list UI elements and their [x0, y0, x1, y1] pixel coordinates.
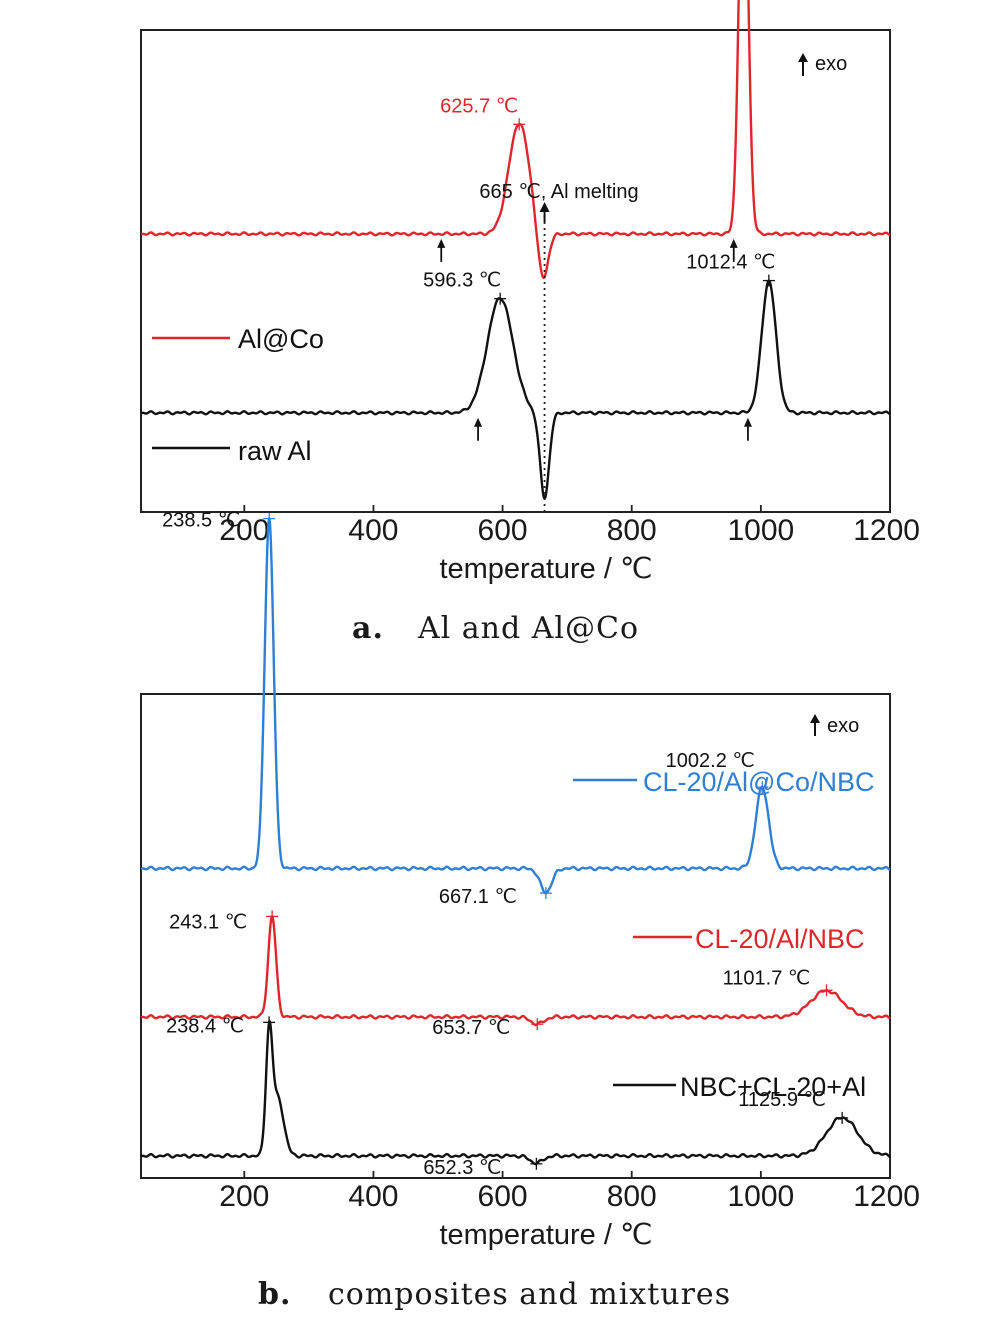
peak-label: 625.7 ℃ — [440, 95, 518, 117]
peak-marker — [820, 984, 833, 997]
panel-a-caption-letter: a. — [352, 611, 384, 646]
peak-label: 667.1 ℃ — [439, 886, 517, 908]
panel-b-x-ticks: 200 400 600 800 1000 1200 — [219, 1171, 920, 1213]
x-tick-label: 800 — [607, 514, 657, 547]
peak-marker — [494, 292, 507, 305]
peak-marker — [263, 512, 276, 525]
legend-label-raw-al: raw Al — [238, 436, 312, 466]
panel-b-caption: b. composites and mixtures — [258, 1277, 731, 1312]
peak-marker — [836, 1111, 849, 1124]
peak-marker — [756, 781, 769, 794]
onset-arrow-icon — [437, 238, 446, 262]
series-line-cl-20-al-co-nbc — [140, 517, 891, 895]
exo-arrowhead-icon — [810, 714, 820, 723]
x-tick-label: 600 — [478, 1180, 528, 1213]
peak-marker — [539, 887, 552, 900]
peak-label: 1002.2 ℃ — [666, 750, 755, 772]
peak-label: 653.7 ℃ — [432, 1017, 510, 1039]
peak-marker — [513, 118, 526, 131]
onset-arrow-icon — [474, 417, 483, 441]
x-tick-label: 1000 — [727, 514, 794, 547]
legend-label-al-co: Al@Co — [238, 324, 324, 354]
exo-label: exo — [827, 715, 859, 737]
series-line-al-co — [140, 0, 891, 279]
peak-marker — [762, 274, 775, 287]
peak-label: 238.4 ℃ — [166, 1015, 244, 1037]
panel-b-x-axis-label: temperature / ℃ — [439, 1219, 652, 1251]
series-line-raw-al — [140, 279, 891, 500]
panel-b-series — [140, 517, 891, 1166]
panel-b-plot-frame — [140, 693, 891, 1179]
x-tick-label: 1000 — [727, 1180, 794, 1213]
x-tick-label: 800 — [607, 1180, 657, 1213]
peak-label: 596.3 ℃ — [423, 270, 501, 292]
exo-arrowhead-icon — [798, 53, 808, 62]
x-tick-label: 600 — [478, 514, 528, 547]
al-melting-arrow-icon — [539, 202, 550, 222]
al-melting-annotation: 665 ℃, Al melting — [479, 181, 638, 203]
panel-b-caption-text: composites and mixtures — [328, 1277, 731, 1312]
panel-b-legend: CL-20/Al@Co/NBC CL-20/Al/NBC NBC+CL-20+A… — [573, 767, 874, 1102]
legend-label-cl20-al-nbc: CL-20/Al/NBC — [695, 924, 865, 954]
peak-marker — [263, 1016, 276, 1029]
legend-label-nbc-cl20-al: NBC+CL-20+Al — [680, 1072, 866, 1102]
panel-a-series — [140, 0, 891, 500]
panel-a-x-ticks: 200 400 600 800 1000 1200 — [219, 505, 920, 547]
panel-a-legend: Al@Co raw Al — [152, 324, 324, 466]
legend-label-cl20-al-co-nbc: CL-20/Al@Co/NBC — [643, 767, 874, 797]
series-line-cl-20-al-nbc — [140, 915, 891, 1027]
onset-arrow-icon — [729, 238, 738, 262]
panel-a-exo-indicator: exo — [798, 53, 847, 76]
panel-b-exo-indicator: exo — [810, 714, 859, 737]
panel-b-caption-letter: b. — [258, 1277, 291, 1312]
x-tick-label: 1200 — [853, 514, 920, 547]
panel-a-caption-text: Al and Al@Co — [417, 611, 639, 646]
peak-marker — [266, 910, 279, 923]
peak-label: 1012.4 ℃ — [686, 252, 775, 274]
peak-marker — [531, 1018, 544, 1031]
panel-b-peak-labels: 238.5 ℃ 667.1 ℃ 1002.2 ℃ 243.1 ℃ 653.7 ℃ 1101… — [162, 510, 849, 1179]
x-tick-label: 1200 — [853, 1180, 920, 1213]
x-tick-label: 400 — [348, 1180, 398, 1213]
exo-label: exo — [815, 53, 847, 75]
peak-label: 1125.9 ℃ — [738, 1089, 826, 1111]
panel-a-x-axis-label: temperature / ℃ — [439, 553, 652, 585]
onset-arrow-icon — [743, 417, 752, 441]
x-tick-label: 400 — [348, 514, 398, 547]
peak-label: 238.5 ℃ — [162, 510, 240, 532]
x-tick-label: 200 — [219, 1180, 269, 1213]
peak-label: 652.3 ℃ — [423, 1157, 501, 1179]
panel-b: 200 400 600 800 1000 1200 238.5 ℃ 667.1 ℃ 1002.… — [140, 510, 920, 1312]
peak-label: 243.1 ℃ — [169, 911, 247, 933]
series-line-nbc-cl-20-al — [140, 1019, 891, 1166]
x-tick-label: 200 — [219, 514, 269, 547]
peak-marker — [530, 1157, 543, 1170]
peak-label: 1101.7 ℃ — [723, 967, 811, 989]
panel-a-caption: a. Al and Al@Co — [352, 611, 639, 646]
panel-a-plot-frame — [140, 29, 891, 513]
panel-a-onset-arrows — [437, 238, 752, 441]
